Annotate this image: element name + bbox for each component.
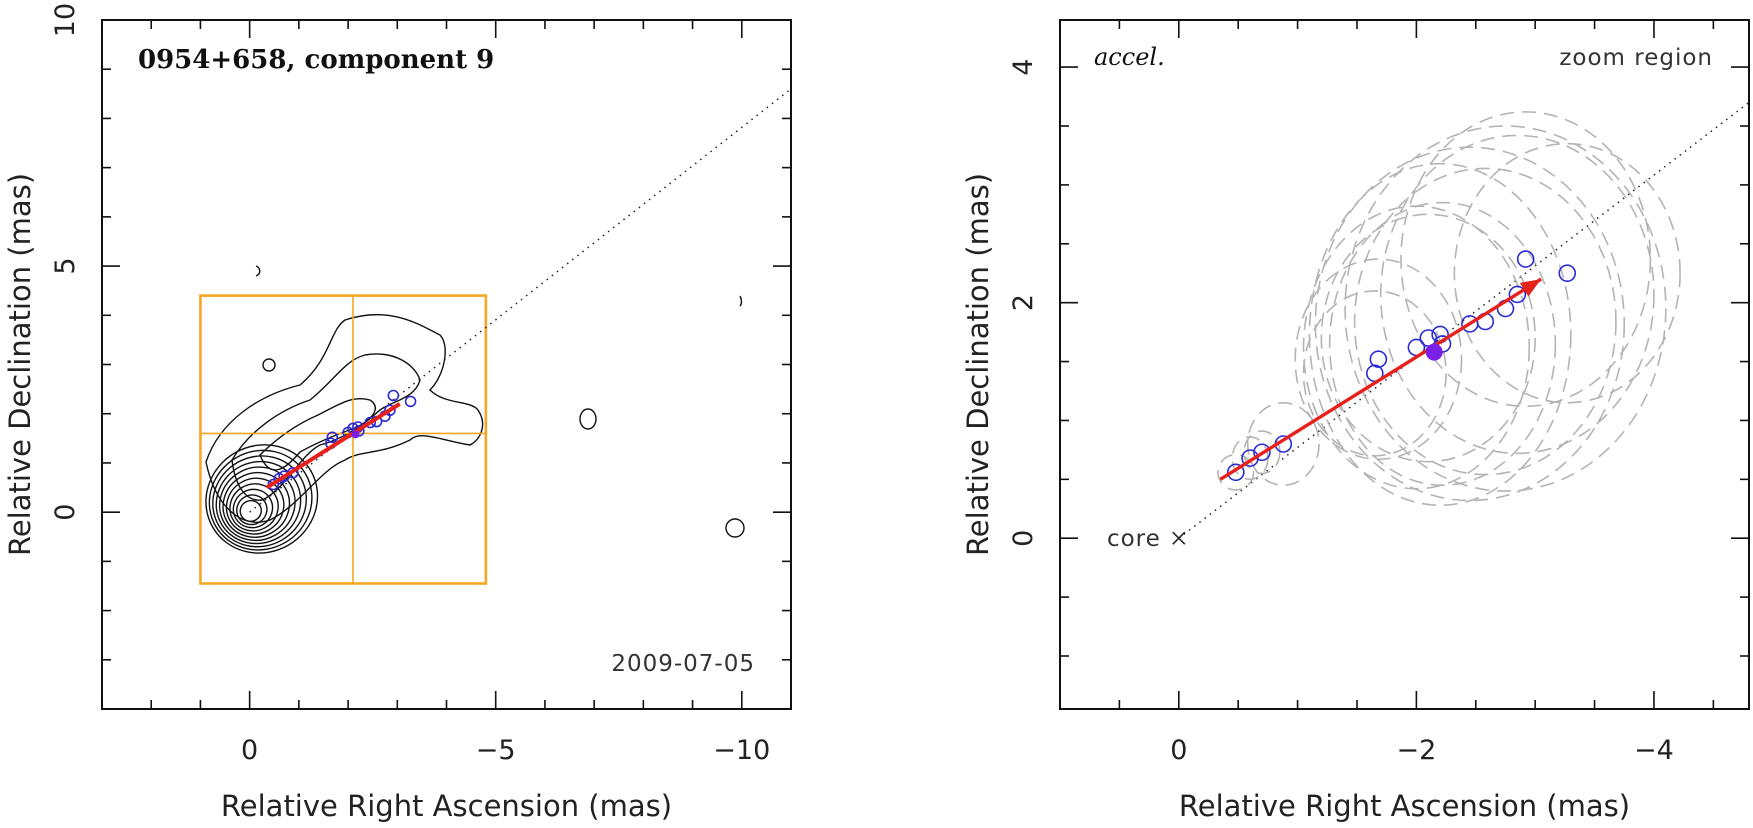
x-tick-label: 0 [1170,735,1187,766]
velocity-vector [1219,277,1543,481]
velocity-vector [265,402,401,490]
contour-core-6 [222,471,291,538]
contour-island-2 [725,518,745,538]
uncertainty-ellipse [1344,125,1667,492]
uncertainty-ellipse [1328,201,1557,487]
right-panel: 0 −2 −4 0 2 4 Relative Right Ascension (mas) Re… [961,19,1750,823]
uncertainty-ellipse [1308,162,1572,507]
plot-frame [1059,19,1750,710]
zoom-region-box [199,294,488,585]
contour-jet-3 [259,398,376,471]
contour-core-11 [205,444,319,554]
ticks [101,19,792,710]
contour-map [205,265,745,554]
panel-title: 0954+658, component 9 [138,45,494,75]
reference-epoch-point [351,430,360,439]
position-marker [1558,264,1577,283]
x-tick-label: −10 [713,735,770,766]
left-panel: 0 −5 −10 0 5 10 Relative Right Ascension (mas)… [3,3,792,823]
position-marker [364,416,377,429]
x-axis-title: Relative Right Ascension (mas) [221,789,672,823]
contour-jet-2 [231,353,421,501]
reference-epoch-point [1425,343,1443,361]
y-tick-label: 2 [1008,294,1039,311]
y-tick-label: 5 [50,257,81,274]
contour-island-5 [739,295,743,307]
position-marker [384,404,396,417]
contour-island-3 [255,265,261,277]
x-tick-label: −4 [1634,735,1674,766]
uncertainty-ellipse [1320,213,1536,463]
position-marker [326,431,339,444]
x-tick-label: −2 [1396,735,1436,766]
date-label: 2009-07-05 [611,651,755,677]
uncertainty-ellipse [1400,111,1652,408]
position-marker [1516,250,1535,268]
y-axis-title: Relative Declination (mas) [961,173,995,556]
contour-core-10 [208,449,313,551]
contour-core-5 [225,477,285,535]
direction-line [249,88,791,513]
x-tick-label: −5 [476,735,516,766]
zoom-region-label: zoom region [1559,45,1713,71]
panel-title: accel. [1094,43,1165,71]
core-cross-icon [1172,531,1186,545]
position-marker [1369,350,1388,369]
position-marker [1241,449,1259,467]
contour-core-2 [236,494,268,526]
velocity-arrowhead [1519,279,1542,297]
position-marker [1253,443,1271,462]
direction-line [1178,101,1749,539]
position-marker [387,389,400,402]
y-axis-title: Relative Declination (mas) [3,173,37,556]
contour-jet-1 [205,313,484,523]
uncertainty-ellipse [1243,430,1281,475]
uncertainty-ellipse [1217,453,1255,491]
x-axis-title: Relative Right Ascension (mas) [1179,789,1630,823]
position-marker [1508,285,1527,304]
uncertainty-ellipse [1314,146,1626,502]
position-marker [1227,463,1245,482]
uncertainty-ellipse [1353,167,1617,476]
plot-area [199,88,791,585]
contour-core-1 [239,499,262,523]
position-marker [404,395,417,408]
contour-island-4 [262,358,276,372]
plot-area [1178,101,1749,539]
y-tick-label: 10 [50,3,81,37]
uncertainty-ellipse [1379,134,1655,455]
core-label: core [1107,526,1161,552]
y-tick-label: 0 [1008,530,1039,547]
contour-island-1 [579,408,597,430]
y-tick-label: 0 [50,504,81,521]
contour-core-4 [229,483,279,532]
uncertainty-ellipse [1453,142,1681,404]
contour-core-8 [215,460,302,545]
contour-core-9 [212,455,307,548]
y-tick-label: 4 [1008,59,1039,76]
contour-core-7 [218,466,296,542]
x-tick-label: 0 [241,735,258,766]
plot-frame [101,19,792,710]
uncertainty-ellipses [1217,111,1681,507]
ticks [1059,20,1749,709]
uncertainty-ellipse [1246,401,1320,487]
uncertainty-ellipse [1302,290,1447,457]
